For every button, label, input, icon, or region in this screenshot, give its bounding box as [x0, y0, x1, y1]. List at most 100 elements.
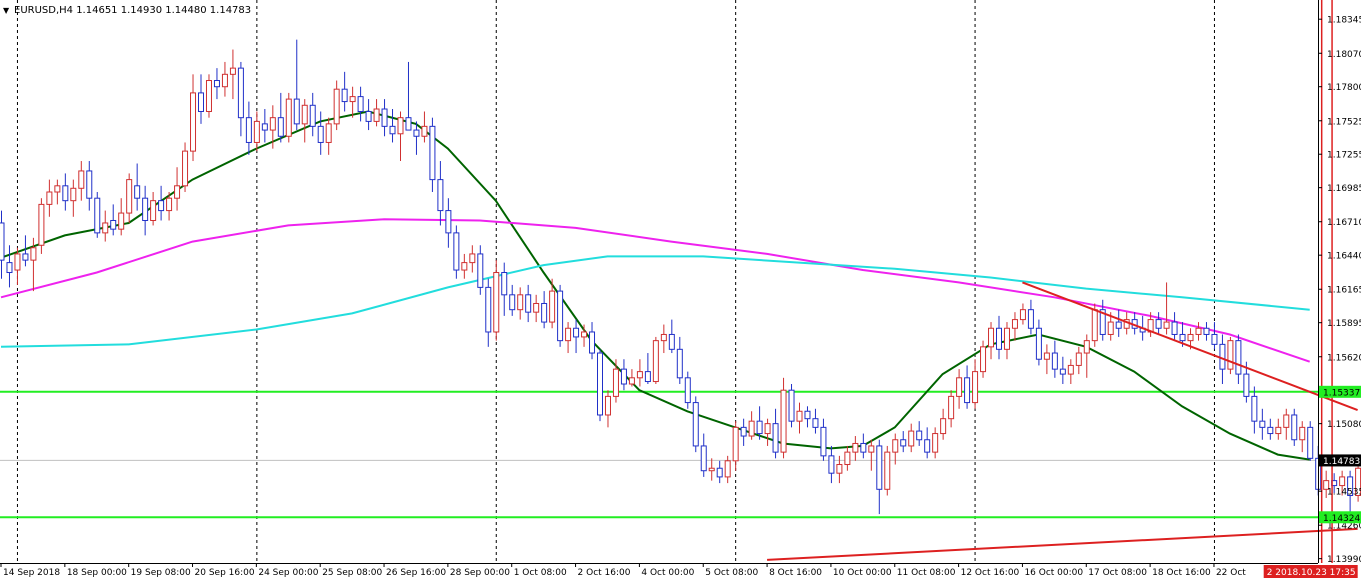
time-tick-label: 12 Oct 16:00 [961, 568, 1020, 578]
candle-body [652, 340, 659, 383]
time-tick-label: 2 Oct 16:00 [578, 568, 631, 578]
candle-body [732, 426, 739, 462]
time-tick-label: 4 Oct 00:00 [641, 568, 694, 578]
candle-body [166, 197, 173, 212]
candle-body [1075, 352, 1082, 366]
candle-body [309, 104, 316, 127]
candle-body [94, 197, 101, 234]
candle-body [237, 67, 244, 119]
candle-body [301, 104, 308, 125]
candle-body [804, 410, 811, 420]
candle-body [110, 219, 117, 230]
candle-body [788, 389, 795, 422]
title-arrow-icon[interactable]: ▼ [3, 6, 10, 15]
candle-body [972, 371, 979, 404]
candle-body [413, 129, 420, 137]
candle-body [900, 439, 907, 447]
price-tick-label: 1.14535 [1327, 488, 1361, 498]
candle-body [205, 80, 212, 112]
candle-body [796, 410, 803, 422]
candle-body [22, 253, 29, 261]
candle-body [429, 125, 436, 181]
candle-body [1019, 309, 1026, 321]
candle-body [78, 170, 85, 189]
candle-body [1067, 364, 1074, 375]
level-price-label: 1.14324 [1323, 514, 1360, 524]
candle-body [1115, 321, 1122, 329]
price-tick-label: 1.17525 [1327, 117, 1361, 127]
candle-body [996, 327, 1002, 350]
candle-body [46, 191, 53, 205]
price-tick-label: 1.16985 [1327, 184, 1361, 194]
candle-body [892, 439, 899, 453]
candle-body [118, 212, 125, 230]
candle-body [229, 67, 236, 75]
candle-body [844, 451, 851, 466]
candle-body [612, 368, 619, 397]
candle-body [477, 253, 484, 288]
candle-body [182, 150, 189, 187]
price-tick-label: 1.18070 [1327, 50, 1361, 60]
candle-body [174, 185, 181, 199]
level-price-tag [1319, 385, 1361, 398]
candle-body [1275, 426, 1282, 435]
candle-body [525, 294, 532, 313]
candle-body [628, 377, 635, 385]
candle-body [373, 108, 380, 122]
price-tick-label: 1.14260 [1327, 522, 1361, 532]
candle-body [1283, 414, 1290, 428]
candle-body [1323, 480, 1330, 490]
candle-body [142, 197, 149, 221]
time-tick-label: 17 Oct 08:00 [1088, 568, 1147, 578]
candle-body [660, 333, 667, 342]
candle-body [397, 117, 404, 135]
time-tick-label: 24 Sep 00:00 [258, 568, 318, 578]
candle-body [924, 439, 931, 453]
time-tick-label: 8 Oct 16:00 [769, 568, 822, 578]
candle-body [932, 433, 939, 453]
time-tick-label: 19 Sep 08:00 [131, 568, 191, 578]
time-tick-label: 26 Sep 16:00 [386, 568, 446, 578]
candle-body [836, 464, 843, 474]
candle-body [102, 222, 109, 234]
level-price-label: 1.15337 [1323, 388, 1360, 398]
candle-body [277, 117, 284, 137]
candle-body [14, 253, 21, 271]
candle-body [868, 445, 875, 453]
candle-body [158, 200, 165, 212]
candle-body [126, 179, 133, 214]
candle-body [533, 302, 540, 313]
price-tick-label: 1.16710 [1327, 218, 1361, 228]
candle-body [293, 98, 300, 125]
time-tick-label: 10 Oct 00:00 [833, 568, 892, 578]
time-tick-label: 28 Sep 00:00 [450, 568, 510, 578]
time-tick-label: 5 Oct 08:00 [705, 568, 758, 578]
candle-body [190, 92, 197, 152]
candle-body [1187, 333, 1194, 342]
time-tick-label: 20 Sep 16:00 [195, 568, 255, 578]
candle-body [780, 389, 787, 453]
candle-body [1339, 476, 1346, 487]
candle-body [70, 187, 77, 202]
candle-body [1179, 333, 1186, 342]
candle-body [708, 467, 715, 472]
candle-body [381, 108, 388, 127]
candle-body [365, 110, 372, 122]
candle-body [988, 327, 995, 348]
candle-body [357, 96, 364, 112]
candle-body [54, 185, 61, 193]
candle-body [1227, 340, 1234, 370]
trendline [1022, 281, 1358, 411]
candle-body [134, 185, 141, 199]
candle-body [405, 117, 412, 131]
candle-body [1347, 476, 1354, 496]
candle-body [980, 346, 987, 373]
candle-body [1259, 420, 1266, 428]
candle-body [1219, 343, 1226, 370]
candle-body [317, 125, 324, 143]
candle-body [876, 445, 883, 490]
candle-body [1107, 321, 1114, 335]
candle-body [1235, 340, 1242, 375]
